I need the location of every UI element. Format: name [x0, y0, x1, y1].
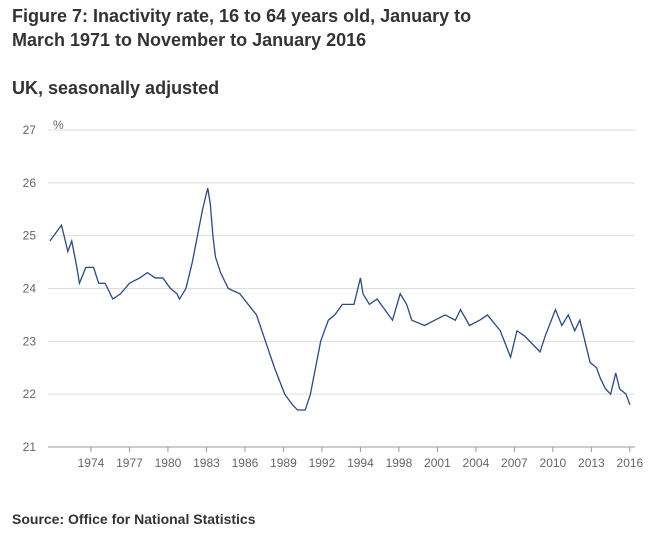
x-tick-label: 1992 — [309, 456, 336, 470]
x-tick-label: 2001 — [424, 456, 451, 470]
y-tick-label: 23 — [23, 334, 37, 348]
x-tick-label: 2013 — [578, 456, 605, 470]
source: Source: Office for National Statistics — [12, 511, 256, 527]
x-tick-label: 2016 — [617, 456, 644, 470]
x-tick-label: 1989 — [270, 456, 297, 470]
x-tick-label: 1980 — [155, 456, 182, 470]
x-tick-label: 1986 — [232, 456, 259, 470]
y-tick-label: 25 — [23, 229, 37, 243]
y-tick-label: 26 — [23, 176, 37, 190]
y-tick-label: 22 — [23, 387, 37, 401]
x-tick-label: 1994 — [347, 456, 374, 470]
y-unit: % — [53, 118, 64, 132]
x-tick-label: 1983 — [193, 456, 220, 470]
x-tick-label: 2010 — [540, 456, 567, 470]
x-tick-label: 1977 — [116, 456, 143, 470]
chart-subtitle: UK, seasonally adjusted — [12, 78, 219, 98]
x-tick-label: 2007 — [501, 456, 528, 470]
y-tick-label: 21 — [23, 440, 37, 454]
data-line — [49, 187, 631, 411]
y-tick-label: 27 — [23, 123, 37, 137]
y-tick-label: 24 — [23, 282, 37, 296]
x-tick-label: 2004 — [463, 456, 490, 470]
x-tick-label: 1974 — [78, 456, 105, 470]
chart-title: Figure 7: Inactivity rate, 16 to 64 year… — [12, 6, 471, 50]
x-tick-label: 1998 — [386, 456, 413, 470]
